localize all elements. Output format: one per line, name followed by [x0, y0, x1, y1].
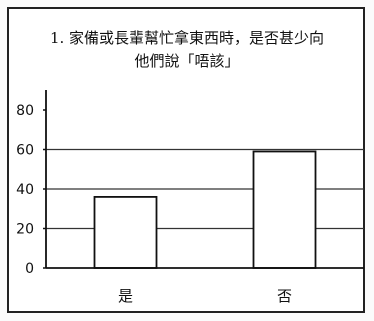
- y-tick-label-4: 80: [16, 103, 34, 119]
- y-tick-label-3: 60: [16, 143, 34, 159]
- chart-title-line-2: 他們說「唔該」: [134, 52, 240, 70]
- y-tick-label-0: 0: [25, 261, 34, 277]
- y-tick-label-1: 20: [16, 222, 34, 238]
- bar-1: [252, 150, 317, 269]
- bar-0: [93, 195, 158, 269]
- x-category-label-0: 是: [118, 287, 133, 305]
- y-tick-label-2: 40: [16, 182, 34, 198]
- chart-title-line-1: 1. 家備或長輩幫忙拿東西時，是否甚少向: [49, 29, 325, 47]
- x-category-label-1: 否: [277, 287, 292, 305]
